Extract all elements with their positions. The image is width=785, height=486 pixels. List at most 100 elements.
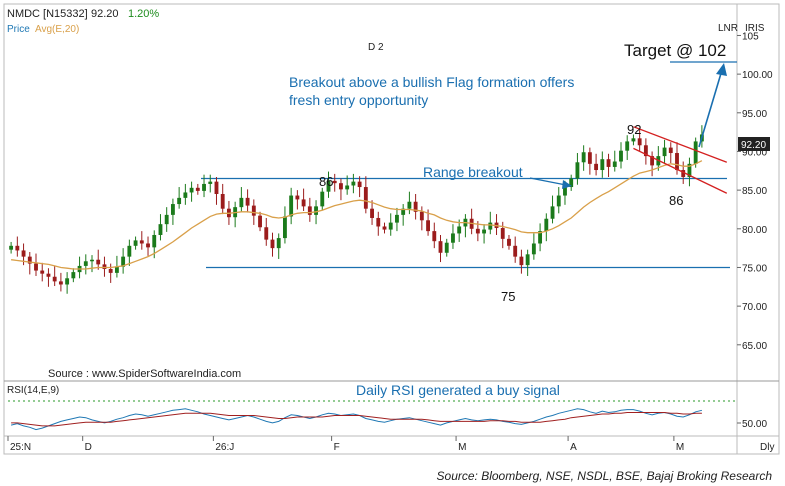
time-tick-label: D bbox=[85, 442, 92, 453]
candle bbox=[612, 150, 617, 172]
time-tick-label: M bbox=[676, 442, 684, 453]
candle bbox=[519, 249, 524, 274]
candle-body bbox=[444, 242, 449, 253]
candle bbox=[550, 195, 555, 224]
candle bbox=[345, 175, 350, 195]
candle bbox=[332, 173, 337, 192]
candle-body bbox=[681, 170, 686, 177]
price-tick-label: 95.00 bbox=[742, 109, 767, 120]
candle bbox=[575, 153, 580, 185]
candle bbox=[625, 135, 630, 160]
time-tick-label: A bbox=[570, 442, 577, 453]
price-tick-label: 90.00 bbox=[742, 147, 767, 158]
candle-body bbox=[40, 270, 45, 274]
candle bbox=[569, 174, 574, 191]
candle bbox=[245, 189, 250, 213]
candle bbox=[339, 178, 343, 201]
candle-body bbox=[152, 234, 157, 248]
candle bbox=[202, 174, 206, 198]
rsi-note: Daily RSI generated a buy signal bbox=[356, 382, 560, 398]
candle bbox=[183, 183, 188, 205]
badge-iris: IRIS bbox=[745, 23, 765, 34]
candle bbox=[395, 207, 399, 232]
candle-body bbox=[563, 187, 567, 196]
candle-body bbox=[339, 183, 343, 190]
candle-body bbox=[438, 241, 443, 253]
candle-body bbox=[202, 183, 206, 191]
candle-body bbox=[525, 254, 530, 266]
target-arrow bbox=[698, 69, 723, 148]
candle bbox=[606, 153, 611, 177]
candle bbox=[469, 208, 474, 235]
candle bbox=[643, 138, 648, 165]
candle bbox=[65, 272, 70, 294]
footer-source: Source: Bloomberg, NSE, NSDL, BSE, Bajaj… bbox=[437, 469, 773, 483]
candle bbox=[189, 181, 194, 202]
candle-body bbox=[606, 159, 611, 167]
range-breakout-arrow bbox=[529, 177, 567, 186]
candle-body bbox=[363, 187, 368, 209]
time-tick-label: 25:N bbox=[10, 442, 31, 453]
candle-body bbox=[482, 229, 487, 234]
label-75: 75 bbox=[501, 289, 515, 304]
rsi-tick-label: 50.00 bbox=[742, 419, 767, 430]
candle bbox=[90, 255, 94, 273]
candle-body bbox=[264, 227, 269, 240]
candle-body bbox=[550, 206, 555, 219]
candle-body bbox=[314, 206, 318, 215]
candle-body bbox=[395, 214, 399, 223]
period-marker: D 2 bbox=[368, 42, 384, 53]
candle bbox=[270, 232, 275, 257]
legend-avg: Avg(E,20) bbox=[35, 24, 79, 35]
candle bbox=[52, 265, 57, 287]
candle bbox=[139, 231, 144, 250]
candle-body bbox=[351, 181, 356, 186]
target-arrow-head bbox=[716, 63, 727, 76]
candle-body bbox=[270, 239, 275, 249]
candle-body bbox=[214, 181, 219, 194]
candle-body bbox=[90, 259, 94, 262]
price-tick-label: 105 bbox=[742, 31, 759, 42]
candle bbox=[102, 256, 107, 277]
candle bbox=[220, 183, 225, 215]
candle-body bbox=[587, 152, 592, 164]
candle-body bbox=[283, 216, 287, 239]
candle bbox=[40, 262, 45, 282]
candle-body bbox=[46, 273, 51, 277]
timeframe-label: Dly bbox=[760, 442, 774, 453]
candle-body bbox=[488, 222, 493, 230]
candle-body bbox=[544, 218, 549, 232]
candle bbox=[121, 248, 126, 274]
candle-body bbox=[407, 201, 412, 209]
candle bbox=[531, 233, 536, 260]
candle bbox=[494, 214, 499, 235]
candle-body bbox=[195, 187, 200, 191]
candle-body bbox=[276, 238, 281, 249]
candle bbox=[687, 157, 692, 187]
candle-body bbox=[581, 152, 586, 163]
candle-body bbox=[457, 226, 462, 234]
candle-body bbox=[96, 259, 101, 265]
candle-body bbox=[189, 187, 194, 193]
candle bbox=[289, 187, 294, 225]
candle-body bbox=[432, 231, 437, 242]
candle bbox=[164, 207, 169, 232]
candle-body bbox=[625, 141, 630, 151]
candle bbox=[693, 137, 698, 168]
candle-body bbox=[475, 228, 480, 234]
candle-body bbox=[102, 264, 107, 270]
candle-body bbox=[556, 195, 561, 207]
range-breakout-arrow-head bbox=[562, 180, 572, 189]
candle bbox=[600, 151, 605, 178]
ema-line bbox=[11, 160, 703, 270]
candle-body bbox=[307, 206, 312, 215]
candle-body bbox=[382, 226, 387, 230]
candle bbox=[177, 187, 182, 209]
candle-body bbox=[251, 205, 256, 216]
candle-body bbox=[687, 163, 692, 177]
price-tick-label: 70.00 bbox=[742, 302, 767, 313]
candle bbox=[363, 176, 368, 214]
candle-body bbox=[693, 141, 698, 164]
candle bbox=[71, 268, 76, 283]
